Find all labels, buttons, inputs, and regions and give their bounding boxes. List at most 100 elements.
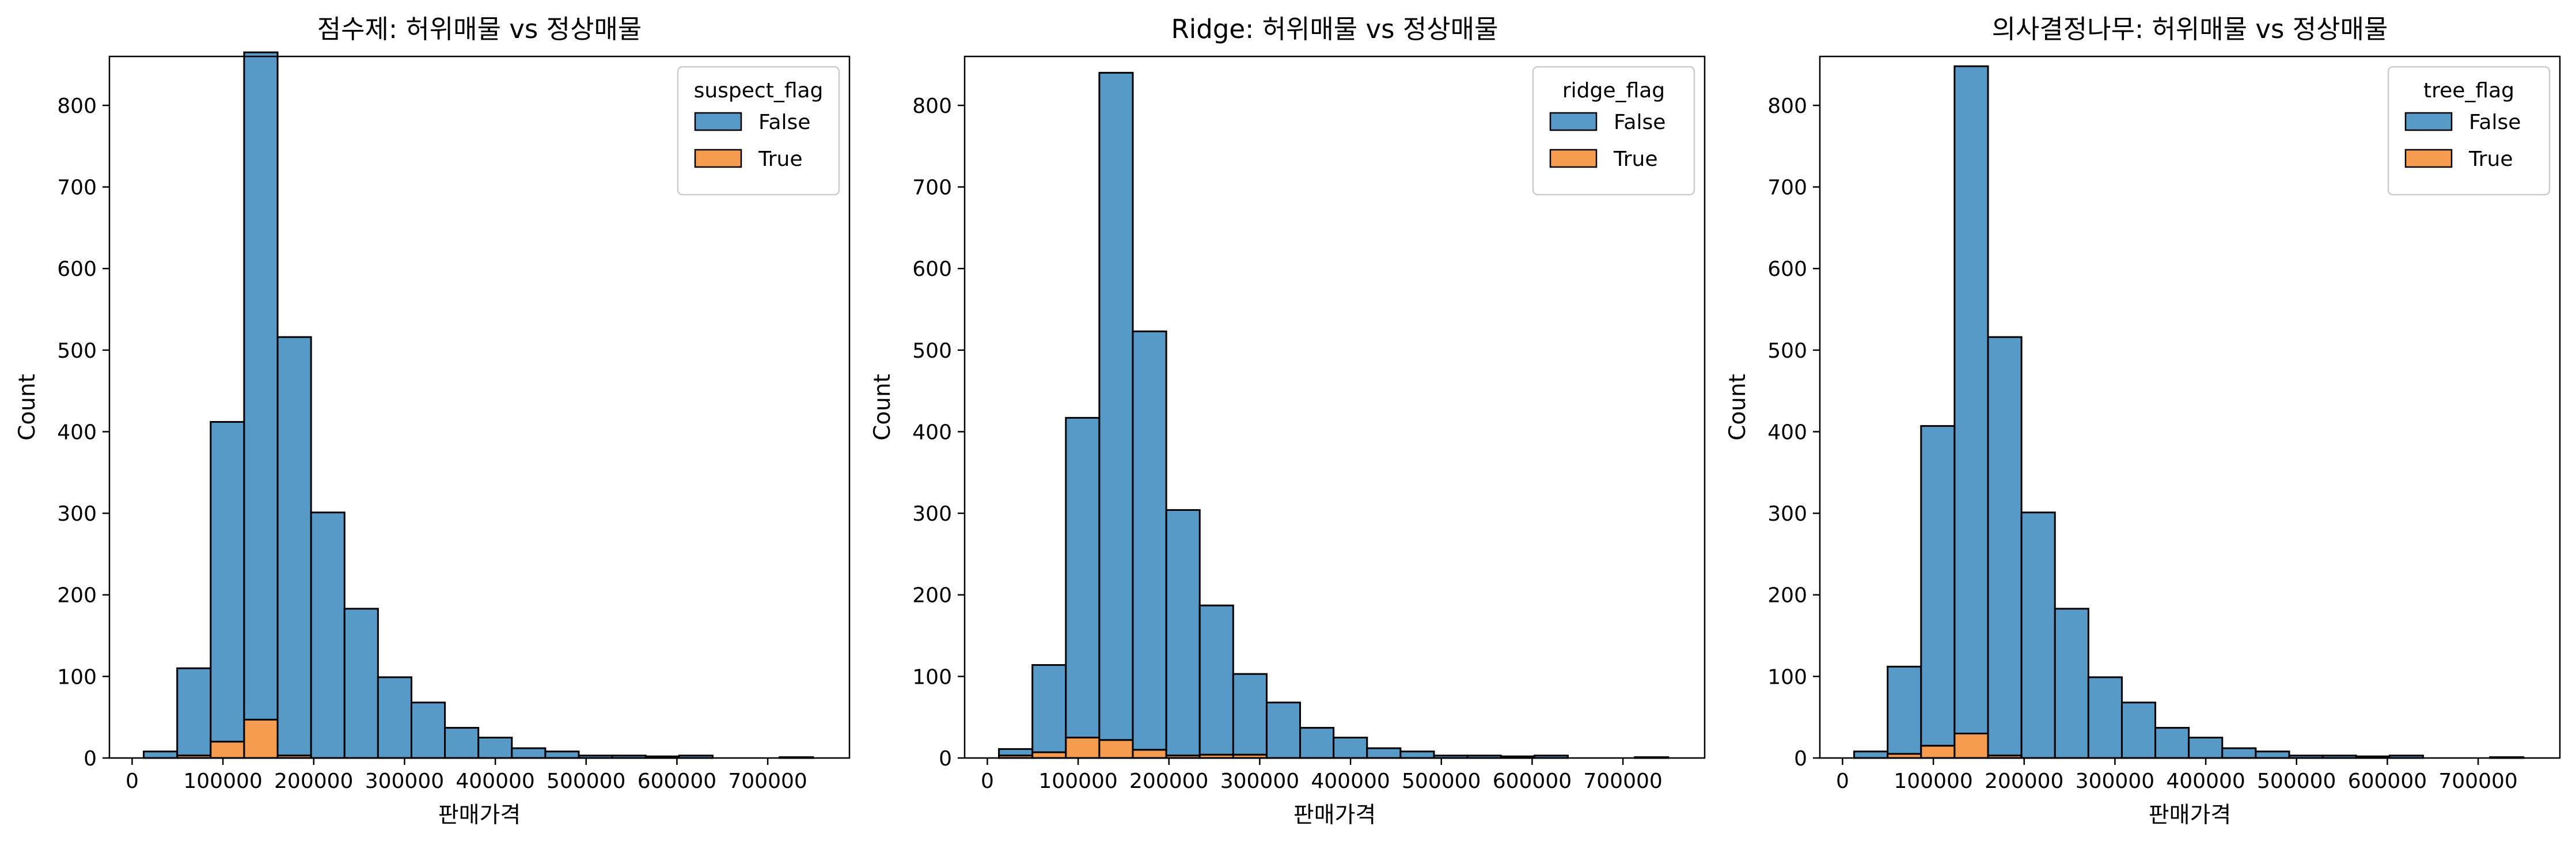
bar-true-bin-3 (243, 718, 279, 759)
legend: suspect_flag False True (677, 66, 840, 196)
axes-frame (1819, 55, 2561, 759)
bar-false-bin-11 (2221, 747, 2257, 759)
y-tick-label: 800 (1767, 94, 1807, 118)
y-tick-label: 400 (912, 420, 952, 444)
bar-false-bin-2 (1065, 416, 1101, 739)
bar-false-bin-5 (1165, 509, 1201, 757)
bar-false-bin-8 (2120, 702, 2157, 759)
x-tick-label: 700000 (1583, 770, 1662, 793)
y-axis-label: Count (870, 374, 896, 441)
legend-label-true: True (2468, 147, 2513, 171)
bar-false-bin-7 (2087, 676, 2123, 759)
bar-false-bin-6 (1198, 604, 1234, 756)
x-tick-label: 400000 (456, 770, 534, 793)
bar-false-bin-9 (1299, 727, 1335, 759)
chart-title: Ridge: 허위매물 vs 정상매물 (1171, 14, 1498, 44)
legend-label-false: False (1614, 111, 1666, 134)
y-tick-label: 0 (1794, 747, 1807, 771)
x-tick-label: 200000 (1129, 770, 1208, 793)
y-tick-label: 400 (1767, 420, 1807, 444)
x-tick-label: 500000 (2257, 770, 2336, 793)
y-tick-label: 200 (1767, 584, 1807, 608)
chart-title: 의사결정나무: 허위매물 vs 정상매물 (1992, 14, 2388, 44)
bar-false-bin-1 (1887, 665, 1922, 755)
legend-swatch-false (1549, 112, 1598, 131)
legend-swatch-true (1549, 149, 1598, 168)
x-tick-label: 700000 (728, 770, 807, 793)
y-tick-label: 800 (912, 94, 952, 118)
x-axis-label: 판매가격 (1293, 802, 1376, 828)
legend-swatch-true (694, 149, 742, 168)
bar-false-bin-1 (176, 667, 212, 757)
x-tick-label: 0 (126, 770, 139, 793)
legend-title: suspect_flag (694, 79, 824, 103)
y-tick-label: 400 (57, 420, 97, 444)
x-axis-label: 판매가격 (438, 802, 521, 828)
y-tick-label: 800 (57, 94, 97, 118)
chart-panel-2: 0 100 200 300 400 500 600 700 800 0 100000 200000 30… (870, 14, 1706, 828)
bar-false-bin-11 (1366, 747, 1402, 759)
bar-false-bin-6 (2054, 608, 2089, 759)
bar-true-bin-2 (1920, 745, 1956, 759)
y-tick-label: 600 (1767, 257, 1807, 281)
x-tick-label: 500000 (547, 770, 625, 793)
legend-label-true: True (758, 147, 802, 171)
bar-false-bin-2 (1920, 425, 1956, 747)
bar-false-bin-1 (1031, 664, 1067, 753)
y-tick-label: 300 (1767, 502, 1807, 526)
y-tick-label: 600 (912, 257, 952, 281)
legend-swatch-false (694, 112, 742, 131)
bar-false-bin-7 (377, 676, 412, 759)
bar-false-bin-5 (2020, 511, 2056, 759)
x-tick-label: 200000 (274, 770, 353, 793)
bar-true-bin-4 (1132, 749, 1167, 759)
y-tick-label: 300 (912, 502, 952, 526)
y-tick-label: 100 (57, 665, 97, 689)
bar-false-bin-3 (1098, 71, 1134, 741)
bar-false-bin-3 (1953, 65, 1989, 735)
bar-true-bin-1 (1031, 751, 1067, 759)
x-tick-label: 600000 (1493, 770, 1572, 793)
y-axis-label: Count (14, 374, 40, 441)
legend-swatch-true (2404, 149, 2453, 168)
x-tick-label: 300000 (2076, 770, 2154, 793)
bar-false-bin-2 (210, 420, 245, 743)
bar-true-bin-3 (1098, 739, 1134, 759)
x-axis-label: 판매가격 (2149, 802, 2232, 828)
legend-swatch-false (2404, 112, 2453, 131)
x-tick-label: 300000 (365, 770, 444, 793)
x-tick-label: 100000 (1038, 770, 1117, 793)
x-tick-label: 400000 (2166, 770, 2245, 793)
chart-panel-1: 0 100 200 300 400 500 600 700 800 0 100000 200000 30… (14, 14, 851, 828)
x-tick-label: 500000 (1402, 770, 1481, 793)
bar-false-bin-3 (243, 51, 279, 721)
legend-label-false: False (758, 111, 810, 134)
bar-true-bin-3 (1953, 733, 1989, 759)
bar-false-bin-10 (477, 737, 513, 759)
bar-false-bin-6 (343, 608, 379, 759)
bar-false-bin-4 (1987, 336, 2023, 757)
bar-false-bin-12 (1399, 751, 1435, 759)
y-tick-label: 700 (912, 176, 952, 200)
y-tick-label: 100 (912, 665, 952, 689)
y-tick-label: 0 (939, 747, 952, 771)
x-tick-label: 600000 (2348, 770, 2427, 793)
x-tick-label: 300000 (1220, 770, 1299, 793)
y-tick-label: 500 (912, 339, 952, 363)
bar-false-bin-10 (1333, 737, 1368, 759)
y-tick-label: 300 (57, 502, 97, 526)
y-tick-label: 600 (57, 257, 97, 281)
bar-false-bin-0 (1853, 751, 1889, 759)
x-tick-label: 200000 (1985, 770, 2063, 793)
y-tick-label: 700 (1767, 176, 1807, 200)
bar-false-bin-8 (410, 702, 446, 759)
y-tick-label: 100 (1767, 665, 1807, 689)
y-tick-label: 200 (57, 584, 97, 608)
x-tick-label: 100000 (183, 770, 262, 793)
bar-true-bin-2 (210, 741, 245, 759)
legend-label-false: False (2469, 111, 2521, 134)
y-axis-label: Count (1725, 374, 1751, 441)
x-tick-label: 700000 (2438, 770, 2517, 793)
bar-false-bin-4 (1132, 330, 1167, 751)
bar-false-bin-0 (998, 748, 1034, 757)
